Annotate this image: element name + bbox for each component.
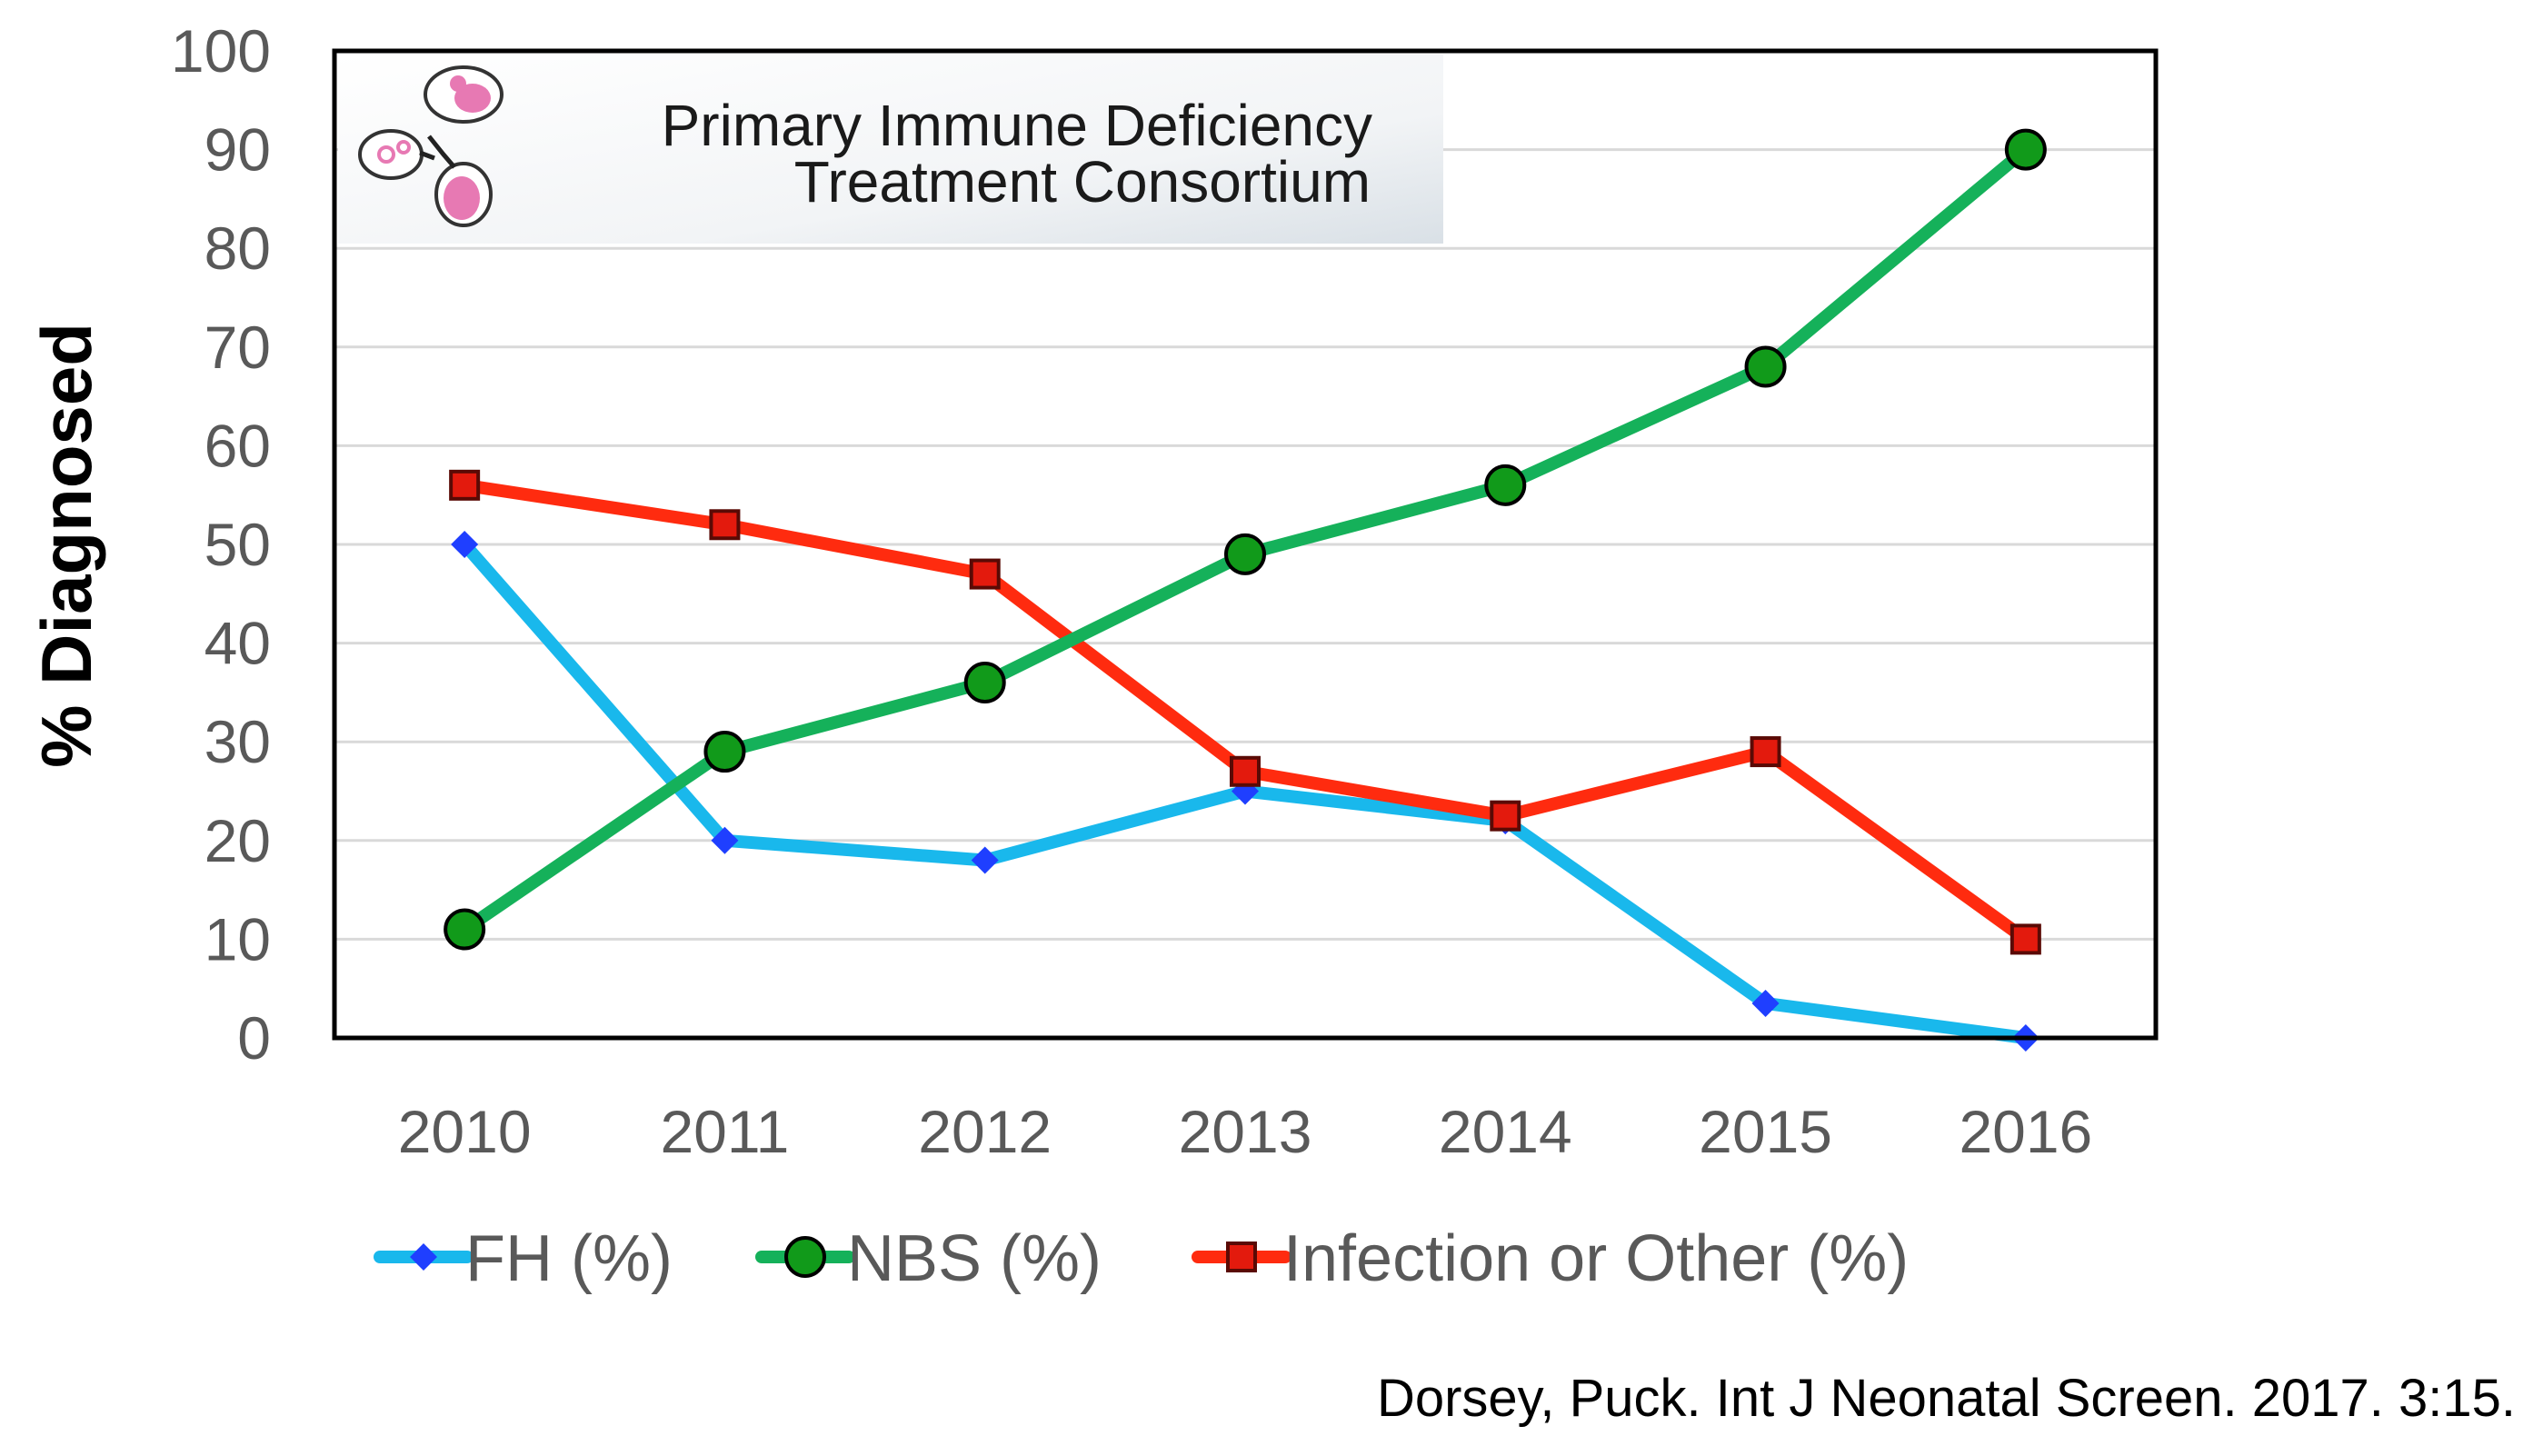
data-point xyxy=(444,908,486,951)
plot-frame xyxy=(332,48,2159,1041)
x-tick-label: 2015 xyxy=(1699,1098,1832,1165)
y-tick-labels: 0 10 20 30 40 50 60 70 80 90 100 xyxy=(171,17,271,1072)
data-point xyxy=(1744,345,1787,388)
y-tick-label: 10 xyxy=(204,905,271,972)
data-point xyxy=(1484,464,1527,506)
logo-line-1: Primary Immune Deficiency xyxy=(662,93,1372,158)
y-tick-label: 60 xyxy=(204,412,271,479)
legend-item: Infection or Other (%) xyxy=(1192,1222,1909,1295)
data-point xyxy=(1490,800,1521,832)
data-point xyxy=(711,826,739,854)
x-tick-label: 2014 xyxy=(1439,1098,1572,1165)
data-point xyxy=(969,558,1001,590)
logo-line-2: Treatment Consortium xyxy=(794,149,1371,214)
data-point xyxy=(449,469,481,501)
x-tick-label: 2011 xyxy=(660,1098,789,1165)
y-tick-label: 30 xyxy=(204,708,271,775)
data-point xyxy=(1224,533,1266,575)
y-tick-label: 90 xyxy=(204,116,271,184)
legend-marker xyxy=(410,1243,437,1271)
y-tick-label: 0 xyxy=(237,1004,271,1072)
data-point xyxy=(709,509,741,541)
data-point xyxy=(2009,923,2041,955)
x-tick-label: 2012 xyxy=(918,1098,1052,1165)
x-tick-label: 2013 xyxy=(1179,1098,1312,1165)
data-point xyxy=(451,531,479,558)
y-tick-label: 100 xyxy=(171,17,271,85)
series-3 xyxy=(449,469,2041,955)
x-tick-labels: 2010 2011 2012 2013 2014 2015 2016 xyxy=(398,1098,2093,1165)
citation: Dorsey, Puck. Int J Neonatal Screen. 201… xyxy=(1376,1369,2516,1428)
legend-label: Infection or Other (%) xyxy=(1283,1222,1909,1295)
legend-label: FH (%) xyxy=(465,1222,673,1295)
data-point xyxy=(963,662,1006,704)
y-tick-label: 20 xyxy=(204,807,271,874)
x-tick-label: 2016 xyxy=(1959,1098,2092,1165)
cells-icon xyxy=(358,65,504,227)
data-point xyxy=(1751,989,1780,1017)
logo: Primary Immune Deficiency Treatment Cons… xyxy=(338,55,1443,244)
y-axis-label: % Diagnosed xyxy=(26,323,106,768)
legend: FH (%) NBS (%) Infection or Other (%) xyxy=(374,1222,1909,1295)
legend-label: NBS (%) xyxy=(847,1222,1102,1295)
data-point xyxy=(971,846,999,874)
y-tick-label: 50 xyxy=(204,511,271,578)
legend-marker xyxy=(784,1236,826,1278)
series-layer xyxy=(444,128,2047,1052)
data-point xyxy=(703,731,746,773)
data-point xyxy=(2004,128,2047,171)
x-tick-label: 2010 xyxy=(398,1098,532,1165)
data-point xyxy=(1230,755,1261,787)
legend-item: FH (%) xyxy=(374,1222,673,1295)
y-tick-label: 70 xyxy=(204,314,271,381)
y-tick-label: 40 xyxy=(204,610,271,677)
data-point xyxy=(1750,736,1781,768)
legend-marker xyxy=(1226,1242,1257,1272)
legend-item: NBS (%) xyxy=(755,1222,1102,1295)
series-2 xyxy=(444,128,2047,951)
logo-background xyxy=(338,55,1443,244)
y-tick-label: 80 xyxy=(204,214,271,282)
